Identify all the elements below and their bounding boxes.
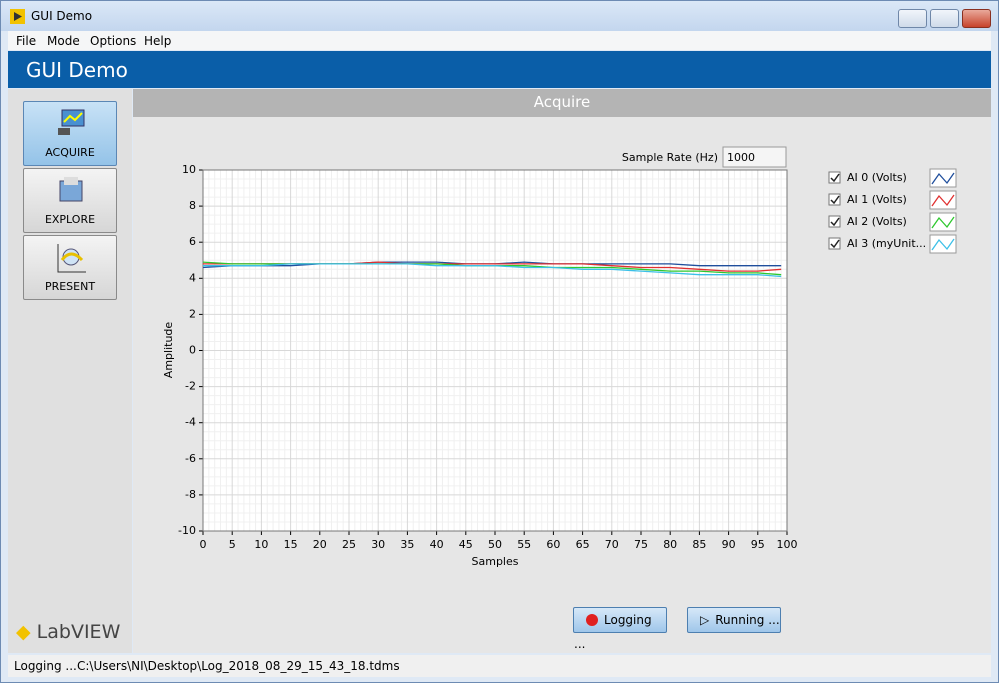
legend-checkbox[interactable]	[828, 237, 841, 250]
x-tick-label: 25	[342, 538, 356, 551]
legend-checkbox[interactable]	[828, 193, 841, 206]
x-tick-label: 35	[400, 538, 414, 551]
y-tick-label: -10	[178, 524, 196, 537]
legend-label: AI 2 (Volts)	[847, 215, 907, 228]
x-tick-label: 45	[459, 538, 473, 551]
logo: ◆ LabVIEW	[16, 621, 121, 643]
header: GUI Demo	[8, 51, 991, 88]
x-tick-label: 10	[254, 538, 268, 551]
x-tick-label: 15	[284, 538, 298, 551]
app-icon	[10, 9, 25, 24]
x-tick-label: 0	[200, 538, 207, 551]
x-tick-label: 60	[546, 538, 560, 551]
title-bar: GUI Demo	[1, 1, 998, 31]
y-tick-label: -6	[185, 452, 196, 465]
logging-button[interactable]: Logging ...	[573, 607, 667, 651]
plot-frame	[202, 169, 788, 532]
legend-label: AI 1 (Volts)	[847, 193, 907, 206]
panel-title: Acquire	[133, 89, 991, 117]
minimize-button[interactable]	[898, 9, 927, 28]
x-tick-label: 80	[663, 538, 677, 551]
legend-check	[830, 173, 840, 183]
legend-checkbox[interactable]	[828, 215, 841, 228]
nav-icon	[58, 109, 85, 135]
sample-rate-value: 1000	[727, 151, 755, 164]
button-label: Logging ...	[574, 613, 652, 651]
y-tick-label: 10	[182, 163, 196, 176]
x-tick-label: 100	[777, 538, 798, 551]
legend-label: AI 3 (myUnit...	[847, 237, 926, 250]
y-tick-label: 4	[189, 271, 196, 284]
sample-rate-input[interactable]	[722, 146, 787, 168]
x-tick-label: 65	[576, 538, 590, 551]
nav-button[interactable]: PRESENT	[23, 235, 117, 300]
x-tick-label: 95	[751, 538, 765, 551]
legend-swatch	[931, 238, 955, 251]
nav-icon	[57, 244, 86, 273]
legend-checkbox[interactable]	[828, 171, 841, 184]
y-axis-label: Amplitude	[162, 322, 175, 379]
sample-rate-label: Sample Rate (Hz)	[622, 151, 718, 164]
x-tick-label: 5	[229, 538, 236, 551]
nav-label: EXPLORE	[44, 213, 96, 226]
nav-icon	[59, 177, 83, 202]
status-state: Logging ...	[14, 659, 77, 673]
x-tick-label: 90	[722, 538, 736, 551]
legend-swatch	[931, 172, 955, 185]
legend-check	[830, 195, 840, 205]
nav-label: PRESENT	[44, 280, 96, 293]
chart: Sample Rate (Hz) 1000 Amplitude Samples …	[162, 146, 957, 568]
x-tick-label: 85	[692, 538, 706, 551]
running-button[interactable]: ▷ Running ...	[687, 607, 781, 633]
legend-swatch	[931, 194, 955, 207]
close-button[interactable]	[962, 9, 991, 28]
x-tick-label: 70	[605, 538, 619, 551]
status-bar: Logging ... C:\Users\NI\Desktop\Log_2018…	[8, 655, 991, 677]
menu-item[interactable]: Mode	[47, 34, 80, 48]
y-tick-label: 6	[189, 235, 196, 248]
x-tick-label: 75	[634, 538, 648, 551]
logo-text: LabVIEW	[36, 621, 121, 643]
y-tick-label: -2	[185, 380, 196, 393]
x-tick-label: 40	[430, 538, 444, 551]
y-tick-label: 8	[189, 199, 196, 212]
sidebar: ACQUIRE EXPLORE PRESENT ◆ LabVIEW	[8, 89, 132, 653]
x-tick-label: 50	[488, 538, 502, 551]
status-path: C:\Users\NI\Desktop\Log_2018_08_29_15_43…	[77, 659, 400, 673]
menu-item[interactable]: Options	[90, 34, 137, 48]
maximize-button[interactable]	[930, 9, 959, 28]
menu-item[interactable]: File	[16, 34, 37, 48]
menu-item[interactable]: Help	[144, 34, 172, 48]
legend-check	[830, 217, 840, 227]
button-label: Running ...	[715, 613, 780, 627]
y-tick-label: -4	[185, 416, 196, 429]
x-axis-label: Samples	[472, 555, 519, 568]
series-line	[203, 263, 782, 278]
legend-label: AI 0 (Volts)	[847, 171, 907, 184]
x-tick-label: 30	[371, 538, 385, 551]
y-tick-label: 0	[189, 344, 196, 357]
y-tick-label: -8	[185, 488, 196, 501]
x-tick-label: 20	[313, 538, 327, 551]
legend-check	[830, 239, 840, 249]
nav-button[interactable]: ACQUIRE	[23, 101, 117, 166]
menu-bar: File Mode Options Help	[8, 31, 991, 50]
x-tick-label: 55	[517, 538, 531, 551]
header-title: GUI Demo	[26, 58, 128, 82]
legend-swatch	[931, 216, 955, 229]
nav-label: ACQUIRE	[45, 146, 95, 159]
window-title: GUI Demo	[31, 9, 93, 23]
y-tick-label: 2	[189, 307, 196, 320]
nav-button[interactable]: EXPLORE	[23, 168, 117, 233]
